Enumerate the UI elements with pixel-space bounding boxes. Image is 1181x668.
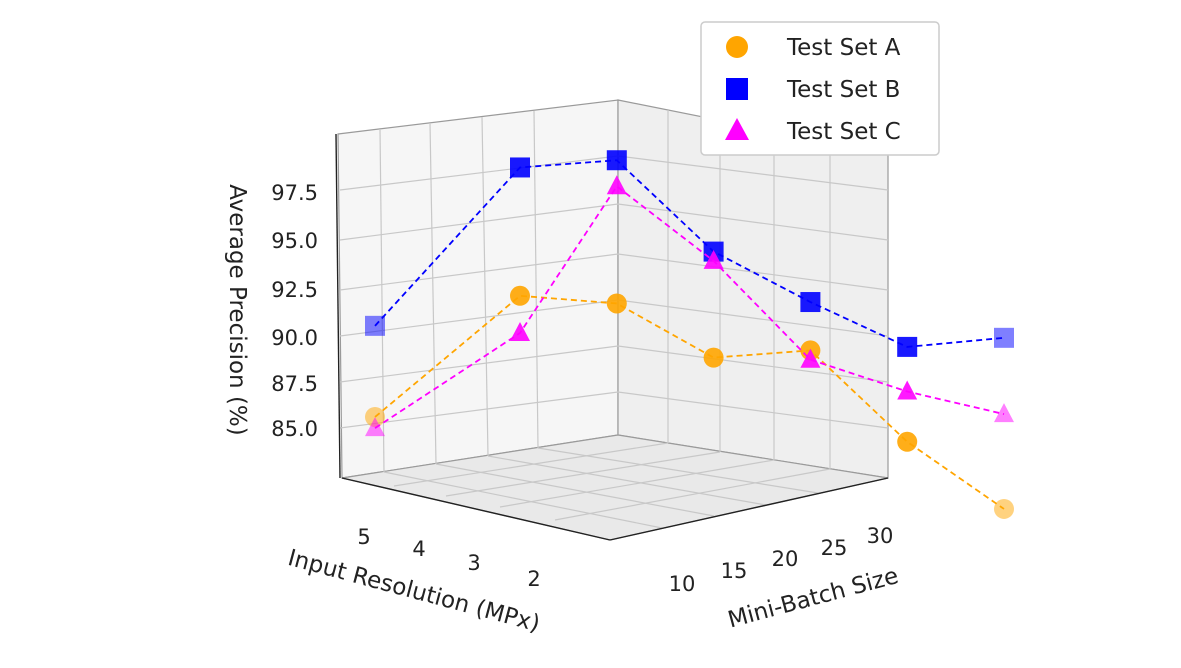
data-point-square [994,327,1014,348]
gridline-floor-7 [499,459,775,508]
legend-label: Test Set C [786,119,901,145]
gridline-floor-8 [554,468,831,521]
x-axis-line [341,477,611,541]
data-point-square [365,315,385,336]
gridline-z-85 [339,391,889,429]
data-point-triangle [800,348,821,368]
x-tick-label: 4 [412,537,425,561]
legend-marker-square [726,78,748,100]
z-tick-label: 92.5 [271,278,318,302]
legend-label: Test Set B [786,77,900,103]
axis-lines [335,133,889,541]
gridline-left-v3 [481,116,489,457]
x-tick-label: 3 [467,551,480,575]
z-tick-label: 97.5 [271,181,318,205]
z-tick-label: 85.0 [271,417,318,441]
gridline-z-87-5 [339,345,889,383]
data-point-triangle [897,380,918,400]
legend-label: Test Set A [786,35,901,61]
gridline-floor-1 [383,471,663,529]
z-tick-label: 95.0 [271,229,318,253]
data-point-triangle [703,249,724,269]
legend-marker-triangle [725,118,749,140]
gridline-z-95 [339,203,889,241]
y-tick-label: 30 [867,524,894,548]
data-point-circle [897,431,918,452]
gridline-left-v2 [429,122,437,465]
legend: Test Set A Test Set B Test Set C [700,21,940,156]
x-tick-label: 5 [357,525,370,549]
y-axis-line [609,477,889,541]
back-pane-right [617,99,889,479]
gridline-floor-6 [445,451,721,497]
legend-box [700,21,940,156]
data-point-triangle [606,175,627,195]
y-tick-label: 20 [772,547,799,571]
data-point-triangle [365,417,385,437]
gridlines [339,110,889,529]
data-point-circle [365,406,385,427]
y-tick-label: 25 [821,536,848,560]
gridline-floor-5 [393,442,669,487]
z-axis-line [335,133,341,479]
y-axis-title: Mini-Batch Size [725,563,901,633]
z-tick-label: 87.5 [271,372,318,396]
series-layer [365,150,1014,519]
z-tick-labels: 85.0 87.5 90.0 92.5 95.0 97.5 [271,181,318,441]
data-point-circle [606,293,627,314]
legend-marker-circle [726,36,748,58]
y-tick-labels: 10 15 20 25 30 [669,524,894,596]
y-tick-label: 10 [669,572,696,596]
data-point-triangle [994,403,1014,423]
data-point-circle [703,347,724,368]
x-tick-label: 2 [527,567,540,591]
gridline-left-v4 [533,110,539,449]
data-point-square [897,336,918,357]
data-point-circle [994,498,1014,519]
data-point-triangle [510,322,530,341]
z-tick-label: 90.0 [271,326,318,350]
data-point-square [800,292,821,313]
data-point-square [510,157,530,178]
x-tick-labels: 5 4 3 2 [357,525,540,591]
data-point-square [606,150,627,171]
z-axis-title: Average Precision (%) [224,184,250,436]
y-tick-label: 15 [721,559,748,583]
data-point-circle [510,285,530,306]
